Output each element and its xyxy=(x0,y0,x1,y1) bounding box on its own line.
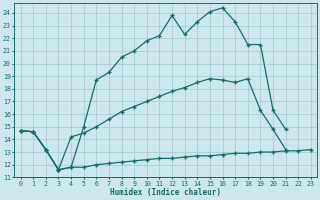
X-axis label: Humidex (Indice chaleur): Humidex (Indice chaleur) xyxy=(110,188,221,197)
